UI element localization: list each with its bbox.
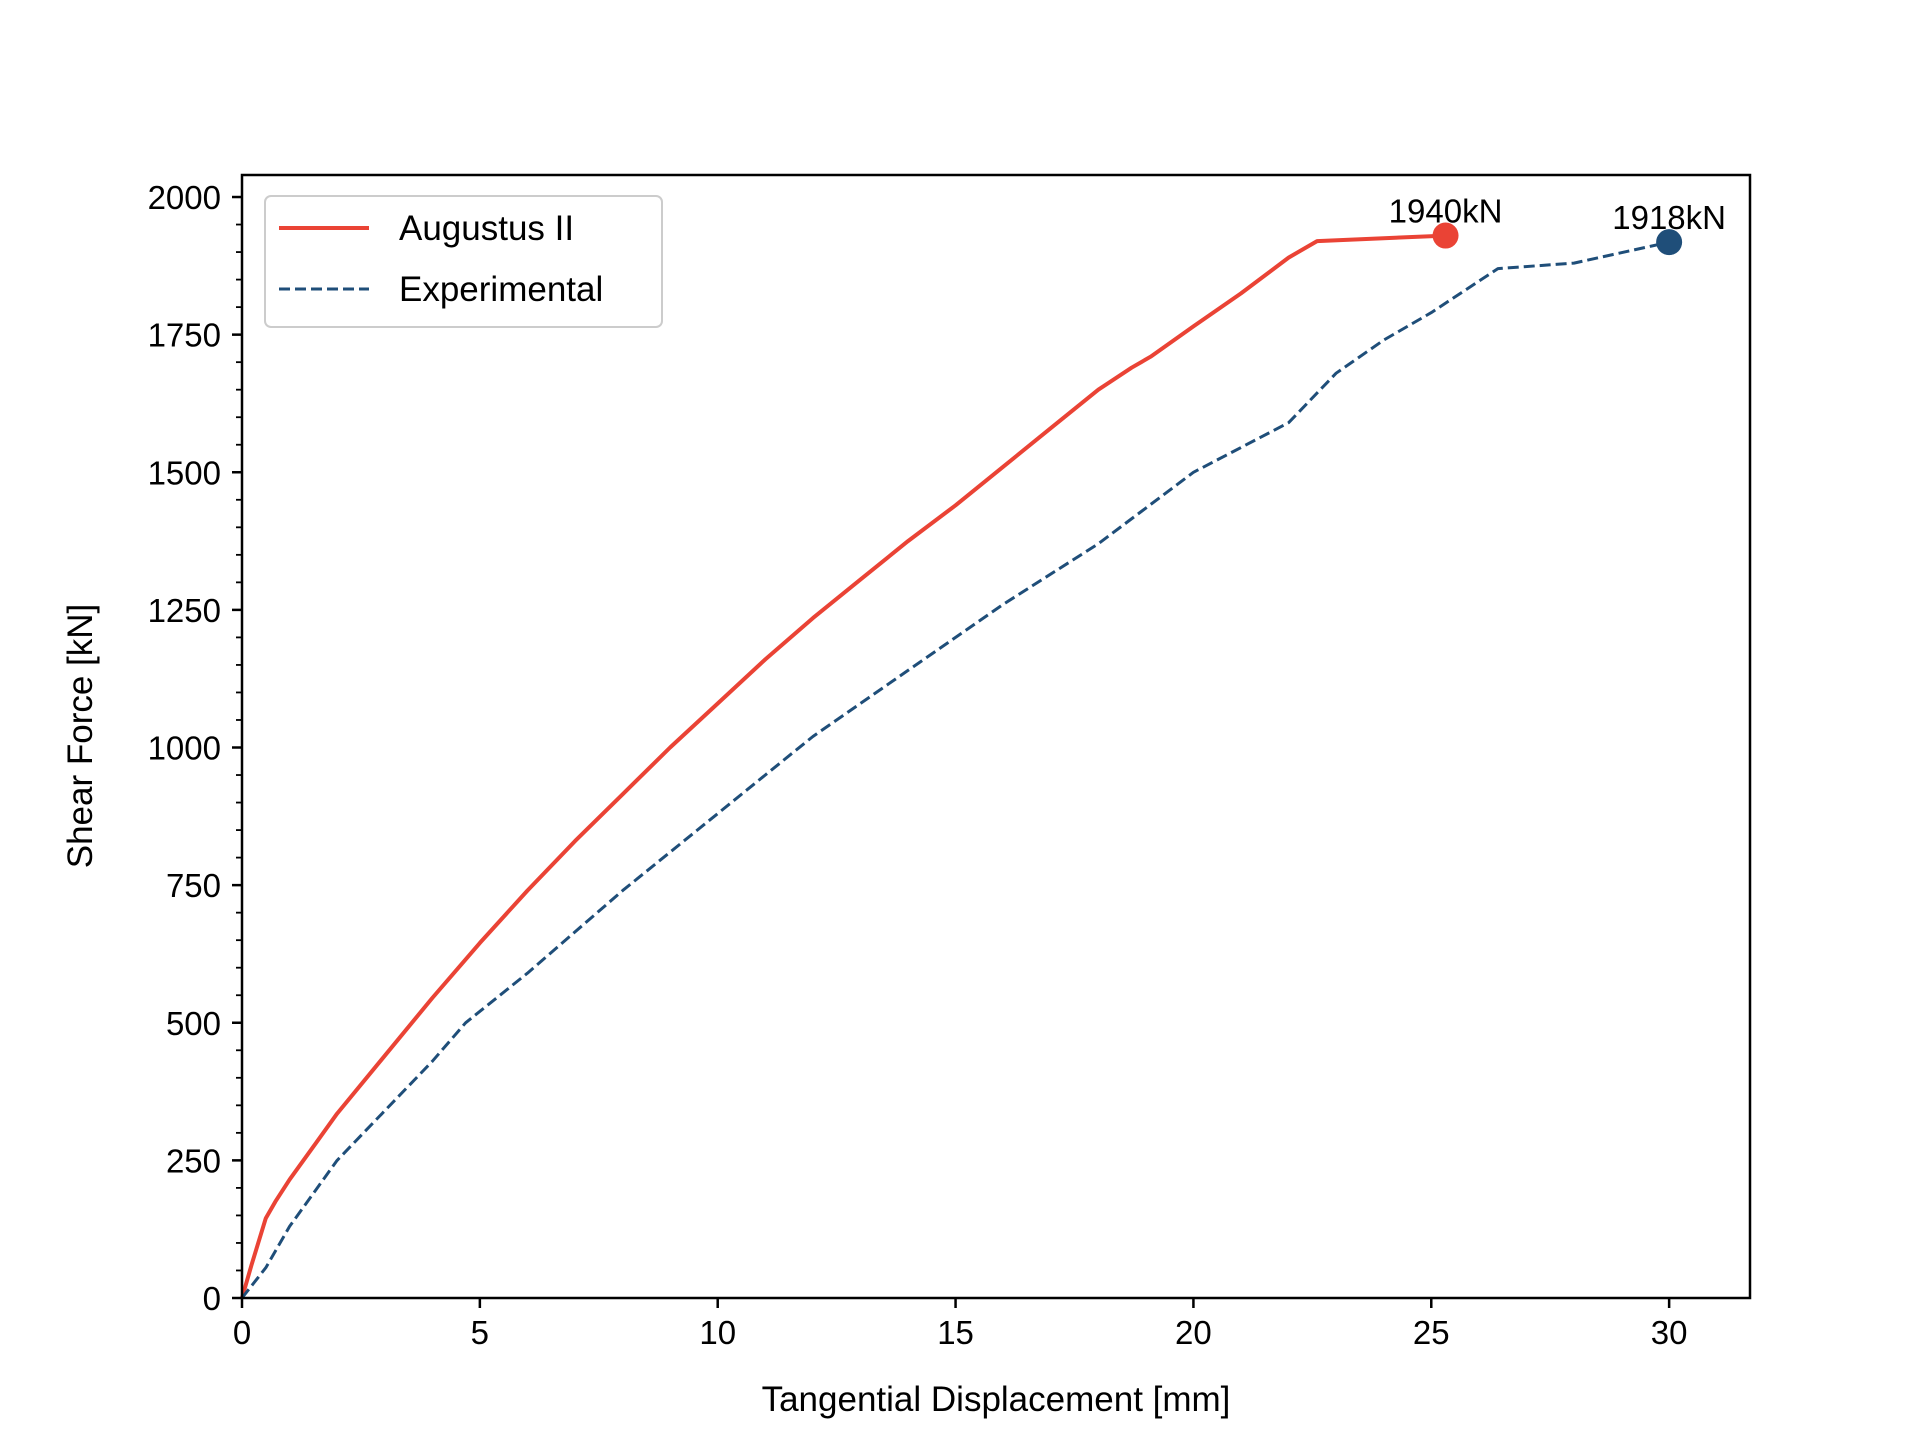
series-lines: [240, 233, 1670, 1299]
y-axis-label: Shear Force [kN]: [61, 604, 100, 869]
y-tick-label: 750: [166, 867, 221, 904]
y-tick-label: 1500: [148, 454, 221, 491]
x-tick-label: 0: [233, 1314, 251, 1351]
series-line-augustus-ii: [240, 233, 1446, 1299]
x-tick-label: 10: [699, 1314, 736, 1351]
axes-frame: [240, 173, 1752, 1300]
y-tick-label: 1750: [148, 317, 221, 354]
x-tick-label: 20: [1175, 1314, 1212, 1351]
y-tick-label: 500: [166, 1005, 221, 1042]
legend-label-experimental: Experimental: [399, 270, 603, 309]
x-axis-ticks: 0 5 10 15 20 25 30: [233, 1298, 1688, 1351]
peak-annotation-1: 1940kN: [1389, 193, 1503, 230]
y-tick-label: 250: [166, 1142, 221, 1179]
peak-annotation-2: 1918kN: [1612, 199, 1726, 236]
peak-marker-2: [1656, 229, 1683, 256]
x-tick-label: 25: [1413, 1314, 1450, 1351]
x-tick-label: 5: [471, 1314, 489, 1351]
x-tick-label: 15: [937, 1314, 974, 1351]
legend-label-augustus-ii: Augustus II: [399, 209, 574, 248]
x-tick-label: 30: [1651, 1314, 1688, 1351]
y-tick-label: 2000: [148, 179, 221, 216]
series-line-experimental: [240, 240, 1670, 1299]
legend: Augustus II Experimental: [264, 195, 663, 328]
y-tick-label: 1000: [148, 730, 221, 767]
x-axis-label: Tangential Displacement [mm]: [762, 1380, 1231, 1419]
y-tick-label: 0: [203, 1280, 221, 1317]
peak-markers: 1940kN 1918kN: [1389, 193, 1726, 256]
peak-marker-1: [1432, 222, 1459, 249]
y-axis-ticks: 0 250 500 750 1000 1250 1500 1750 2000: [148, 179, 242, 1317]
y-tick-label: 1250: [148, 592, 221, 629]
plot-area: 1940kN 1918kN: [240, 173, 1752, 1300]
